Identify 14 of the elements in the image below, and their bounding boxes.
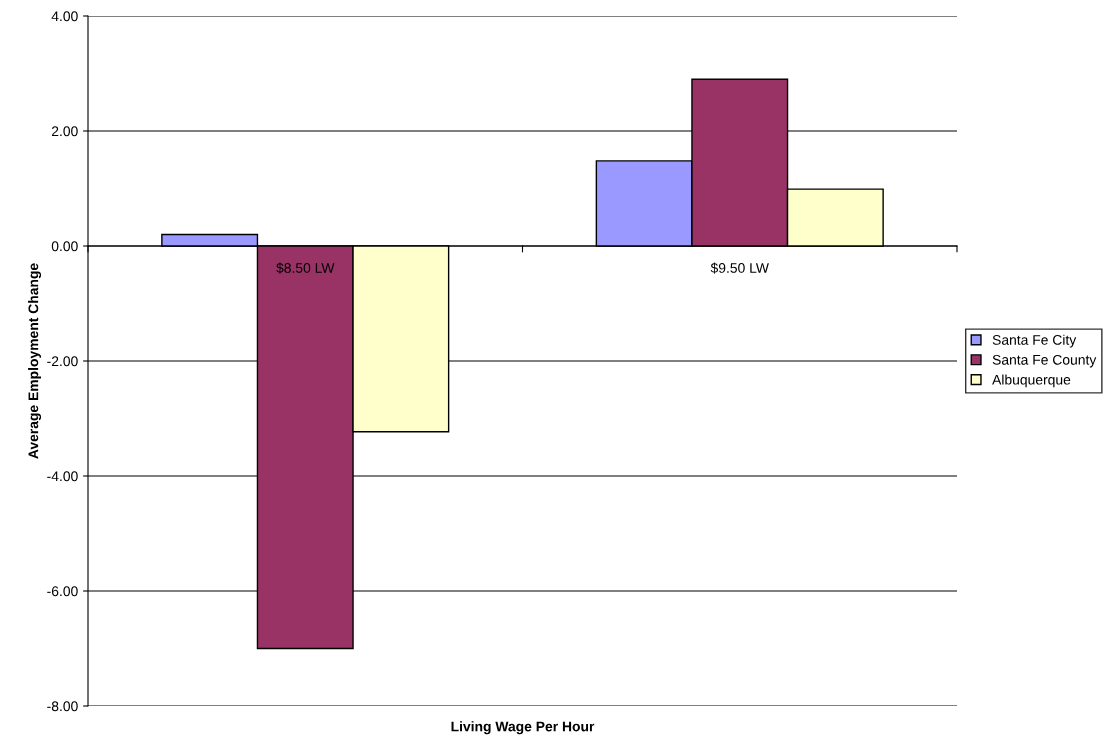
x-axis-title: Living Wage Per Hour: [451, 721, 595, 735]
y-axis-title: Average Employment Change: [28, 263, 42, 459]
legend-label: Santa Fe City: [992, 334, 1077, 348]
y-tick-label: 2.00: [51, 126, 78, 137]
y-tick-label: -4.00: [47, 471, 78, 482]
x-tick-label: $9.50 LW: [710, 262, 769, 274]
y-tick-label: 0.00: [51, 241, 78, 252]
x-tick-label: $8.50 LW: [276, 262, 335, 274]
y-tick-label: 4.00: [51, 11, 78, 22]
y-tick-label: -6.00: [47, 586, 78, 597]
y-tick-label: -8.00: [47, 701, 78, 712]
legend-label: Santa Fe County: [992, 354, 1097, 368]
legend-label: Albuquerque: [992, 374, 1071, 388]
y-tick-label: -2.00: [47, 356, 78, 367]
